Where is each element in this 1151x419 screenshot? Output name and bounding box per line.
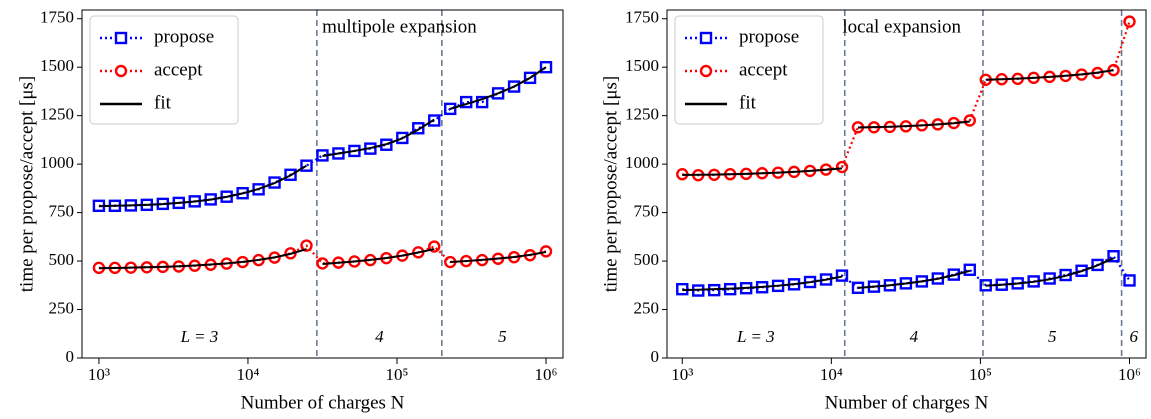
axes-frame: [81, 9, 564, 359]
y-tick-label: 750: [634, 202, 660, 221]
segment-label: 5: [1048, 327, 1057, 346]
legend-marker: [699, 64, 713, 78]
marker: [268, 176, 281, 189]
fit-line: [857, 269, 971, 289]
fit-line: [98, 248, 307, 270]
marker: [491, 87, 505, 100]
marker: [428, 240, 441, 253]
segment-label: 6: [1130, 327, 1139, 346]
marker: [507, 80, 521, 93]
y-tick-label: 500: [634, 250, 660, 269]
x-tick-label: 10⁴: [236, 365, 259, 384]
marker: [444, 102, 457, 116]
x-tick-label: 10⁵: [386, 365, 409, 384]
marker: [396, 131, 409, 145]
y-tick-label: 1500: [625, 56, 659, 75]
fit-line: [682, 275, 843, 292]
marker: [835, 160, 849, 174]
legend-label: fit: [154, 92, 172, 113]
marker: [1123, 274, 1136, 287]
annotation: local expansion: [842, 16, 961, 37]
y-tick-label: 250: [634, 298, 660, 317]
marker: [963, 114, 976, 127]
marker: [300, 159, 313, 172]
annotation: multipole expansion: [322, 16, 477, 37]
fit-line: [322, 248, 435, 265]
y-tick-label: 1250: [625, 105, 659, 124]
legend-label: fit: [739, 92, 757, 113]
y-tick-label: 1500: [40, 56, 74, 75]
x-axis-label: Number of charges N: [241, 392, 405, 413]
legend-marker: [114, 64, 128, 78]
fit-line: [450, 250, 547, 264]
marker: [963, 263, 976, 276]
x-tick-label: 10³: [671, 365, 693, 384]
fit-line: [985, 257, 1114, 287]
fit-line: [449, 66, 547, 110]
y-tick-label: 500: [49, 250, 75, 269]
marker: [412, 122, 425, 135]
marker: [1091, 258, 1104, 272]
marker: [236, 187, 249, 200]
marker: [475, 95, 489, 109]
legend-label: accept: [739, 59, 788, 80]
segment-label: 4: [375, 327, 384, 346]
marker: [835, 269, 849, 282]
marker: [539, 60, 553, 74]
fit-line: [857, 120, 970, 129]
marker: [523, 71, 537, 85]
y-tick-label: 1250: [40, 105, 74, 124]
subplot: 0 250 500 750 1000 1250 1500 1750 10³ 10⁴ 10⁵ 10⁶ Nu…: [16, 8, 564, 413]
fit-line: [985, 69, 1114, 81]
segment-label: L = 3: [180, 327, 219, 346]
marker: [300, 239, 313, 252]
segment-label: 4: [910, 327, 919, 346]
legend-label: accept: [154, 59, 203, 80]
x-tick-label: 10⁶: [535, 365, 558, 384]
y-tick-label: 1750: [40, 8, 74, 27]
subplot: 0 250 500 750 1000 1250 1500 1750 10³ 10⁴ 10⁵ 10⁶ Nu…: [600, 8, 1147, 413]
x-tick-label: 10⁴: [820, 365, 843, 384]
x-tick-label: 10⁵: [969, 365, 992, 384]
marker: [1107, 250, 1120, 263]
axes-frame: [666, 9, 1147, 359]
y-tick-label: 1750: [625, 8, 659, 27]
marker: [1075, 264, 1088, 277]
legend-label: propose: [154, 26, 214, 47]
y-tick-label: 1000: [625, 153, 659, 172]
segment-label: 5: [498, 327, 507, 346]
x-tick-label: 10⁶: [1118, 365, 1141, 384]
fit-line: [682, 167, 843, 176]
fit-line: [322, 118, 435, 157]
x-axis-label: Number of charges N: [825, 392, 989, 413]
legend-marker: [114, 31, 128, 45]
marker: [539, 245, 553, 258]
y-tick-label: 250: [49, 298, 75, 317]
y-tick-label: 0: [651, 347, 660, 366]
segment-label: L = 3: [736, 327, 775, 346]
series-line: [682, 254, 1131, 292]
marker: [428, 114, 441, 127]
legend-label: propose: [739, 26, 799, 47]
marker: [1123, 15, 1136, 28]
marker: [284, 168, 297, 181]
legend-marker: [699, 31, 713, 45]
x-tick-label: 10³: [88, 365, 110, 384]
y-tick-label: 1000: [40, 153, 74, 172]
fit-line: [98, 164, 308, 208]
y-axis-label: time per propose/accept [μs]: [600, 76, 621, 292]
y-tick-label: 750: [49, 202, 75, 221]
y-tick-label: 0: [66, 347, 75, 366]
y-axis-label: time per propose/accept [μs]: [16, 76, 37, 292]
